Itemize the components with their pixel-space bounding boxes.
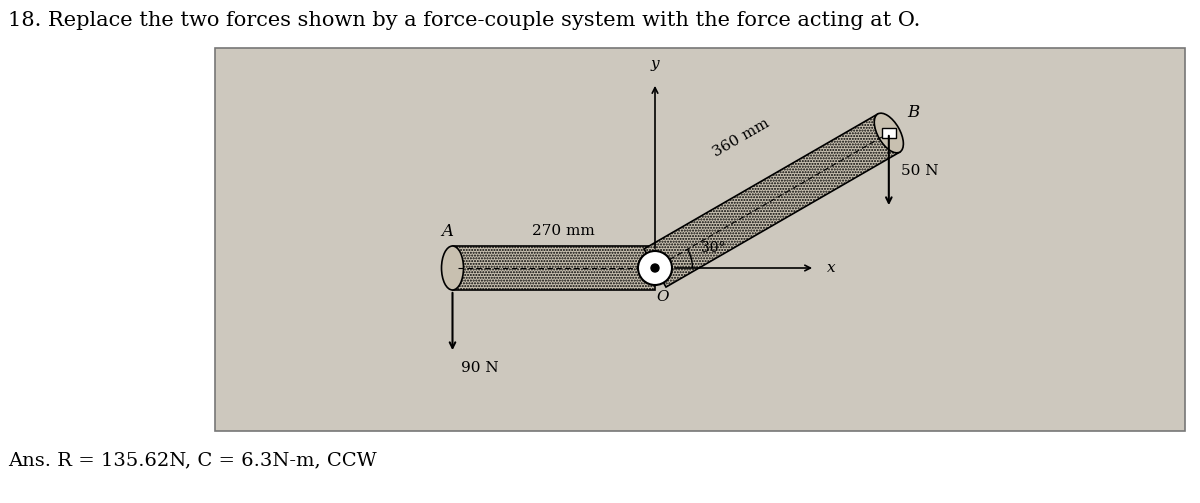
- Text: 270 mm: 270 mm: [533, 224, 595, 238]
- Text: x: x: [827, 261, 835, 275]
- Ellipse shape: [875, 113, 904, 153]
- Text: 18. Replace the two forces shown by a force-couple system with the force acting : 18. Replace the two forces shown by a fo…: [8, 11, 920, 30]
- Polygon shape: [452, 246, 655, 290]
- Text: 90 N: 90 N: [461, 361, 498, 375]
- Text: y: y: [650, 57, 659, 71]
- Text: A: A: [442, 223, 454, 240]
- Circle shape: [638, 251, 672, 285]
- Text: B: B: [907, 104, 919, 121]
- Circle shape: [650, 264, 659, 272]
- FancyBboxPatch shape: [882, 128, 896, 138]
- Text: 30°: 30°: [701, 241, 726, 255]
- Text: O: O: [656, 290, 670, 304]
- FancyBboxPatch shape: [215, 48, 1186, 431]
- Text: 360 mm: 360 mm: [710, 116, 772, 159]
- Text: 50 N: 50 N: [901, 163, 938, 178]
- Text: Ans. R = 135.62N, C = 6.3N-m, CCW: Ans. R = 135.62N, C = 6.3N-m, CCW: [8, 451, 377, 469]
- Polygon shape: [644, 114, 900, 287]
- Ellipse shape: [442, 246, 463, 290]
